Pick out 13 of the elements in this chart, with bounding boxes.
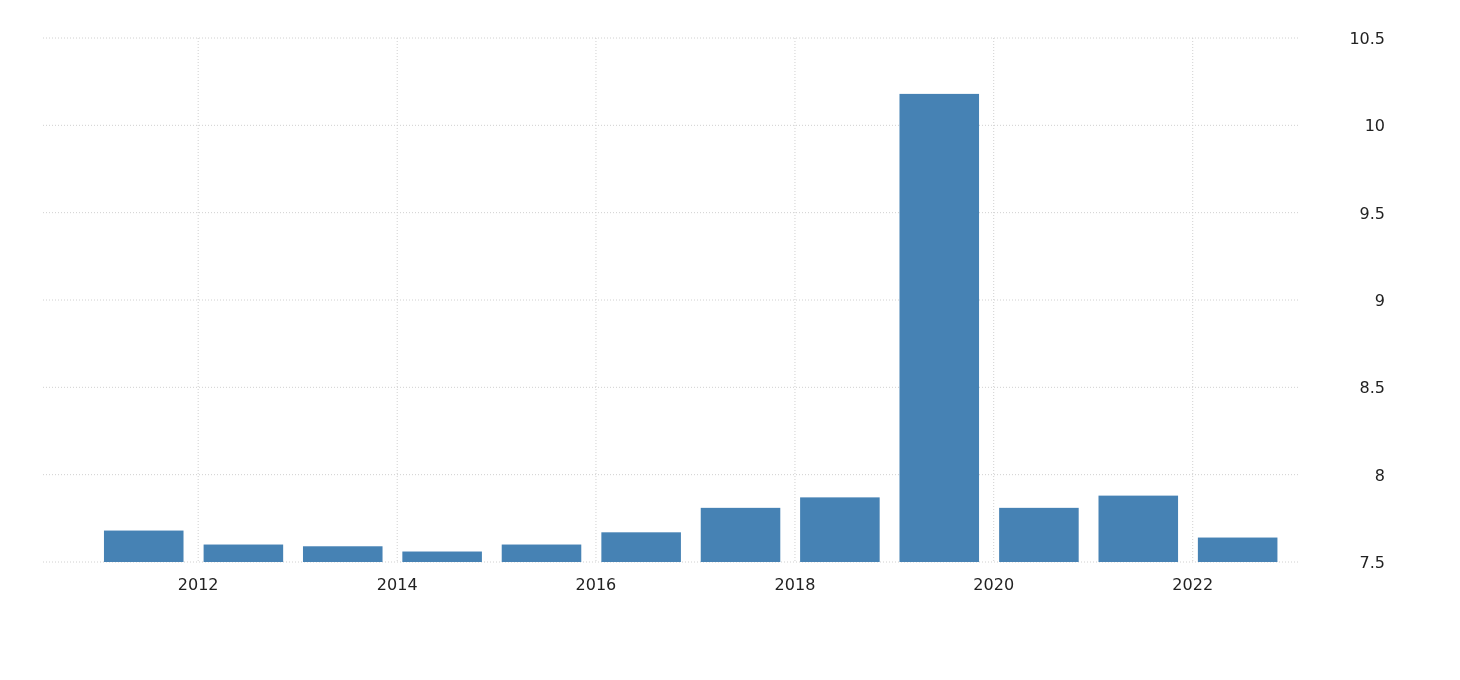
x-tick-label: 2022	[1172, 575, 1214, 594]
x-tick-label: 2012	[177, 575, 219, 594]
y-tick-label: 9	[1374, 291, 1385, 310]
y-tick-label: 9.5	[1359, 203, 1385, 223]
x-tick-label: 2014	[376, 575, 418, 594]
x-tick-label: 2018	[774, 575, 816, 594]
y-tick-label: 10.5	[1349, 29, 1385, 48]
y-tick-label: 10	[1364, 116, 1385, 136]
y-tick-label: 8.5	[1359, 378, 1385, 398]
y-tick-label: 8	[1374, 465, 1385, 485]
x-tick-label: 2020	[973, 575, 1015, 594]
x-tick-label: 2016	[575, 575, 617, 594]
y-tick-label: 7.5	[1359, 553, 1385, 572]
